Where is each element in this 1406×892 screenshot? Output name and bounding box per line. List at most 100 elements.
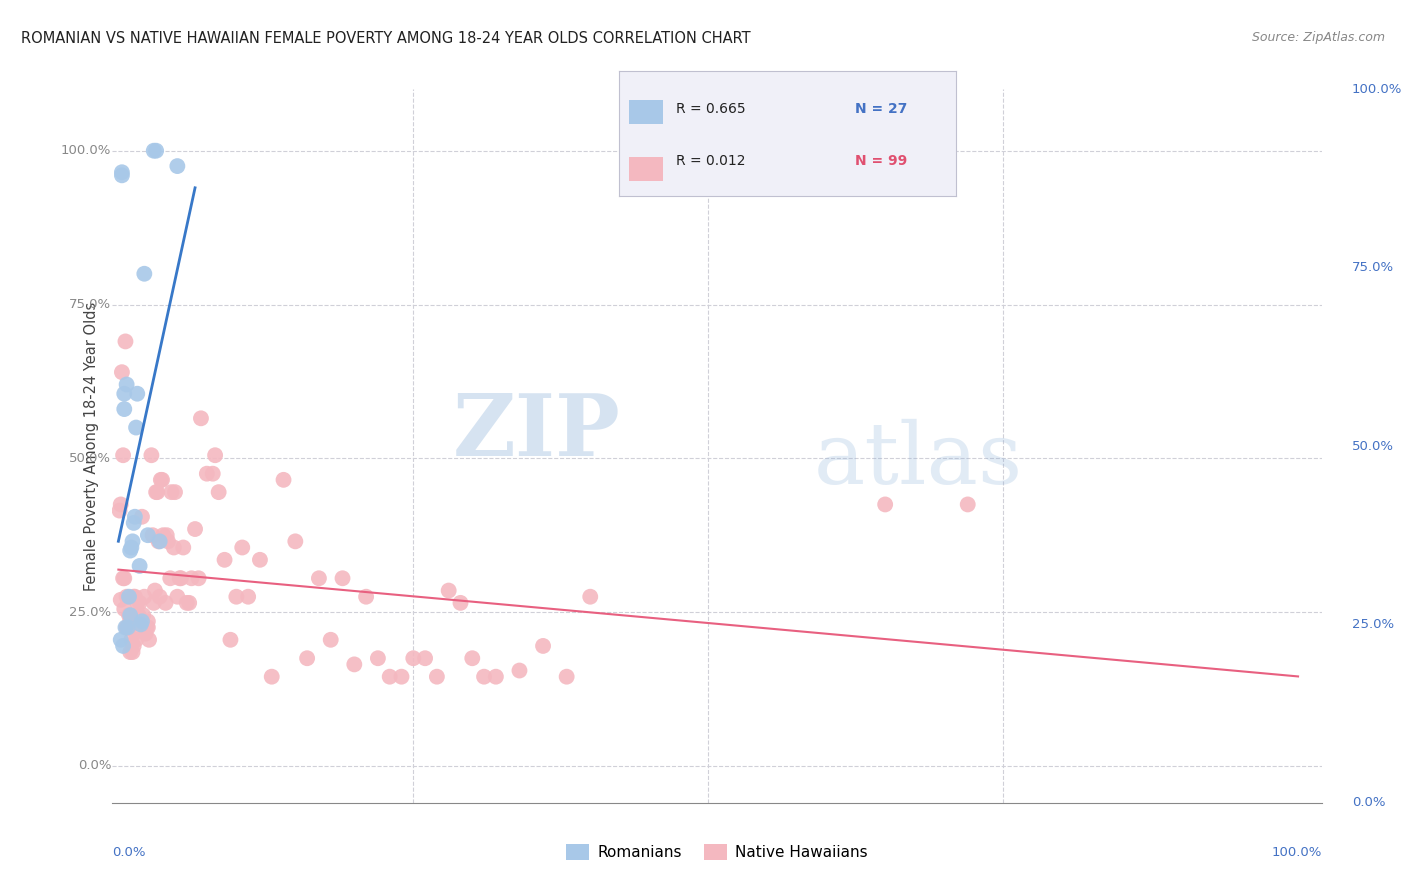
Point <box>319 632 342 647</box>
Text: 25.0%: 25.0% <box>69 606 111 618</box>
Point <box>219 632 242 647</box>
Point <box>120 645 142 659</box>
Point <box>124 509 146 524</box>
Point <box>136 620 159 634</box>
Point <box>236 590 259 604</box>
Point <box>117 620 139 634</box>
Point <box>134 267 156 281</box>
Point <box>121 534 143 549</box>
Point <box>159 571 181 585</box>
Point <box>111 365 134 379</box>
Point <box>184 522 207 536</box>
Point <box>179 596 201 610</box>
Text: 100.0%: 100.0% <box>1351 83 1402 95</box>
Bar <box>628 157 662 181</box>
Point <box>111 169 134 183</box>
Text: 0.0%: 0.0% <box>1351 797 1385 809</box>
Point <box>112 386 135 401</box>
Point <box>142 144 165 158</box>
Point <box>180 571 202 585</box>
Point <box>114 620 136 634</box>
Point <box>875 498 897 512</box>
Text: N = 99: N = 99 <box>855 154 907 169</box>
Point <box>132 608 155 623</box>
Point <box>136 528 159 542</box>
Point <box>118 620 141 634</box>
Point <box>118 590 141 604</box>
Point <box>378 670 401 684</box>
Point <box>354 590 377 604</box>
Point <box>118 608 141 623</box>
Point <box>110 632 132 647</box>
Text: Source: ZipAtlas.com: Source: ZipAtlas.com <box>1251 31 1385 45</box>
Point <box>166 159 188 173</box>
Point <box>120 615 142 629</box>
Point <box>284 534 307 549</box>
Point <box>485 670 508 684</box>
Point <box>112 571 135 585</box>
Text: R = 0.665: R = 0.665 <box>676 102 745 116</box>
Point <box>138 632 160 647</box>
Point <box>579 590 602 604</box>
Point <box>112 639 135 653</box>
Point <box>142 528 165 542</box>
Point <box>131 509 153 524</box>
Point <box>129 620 152 634</box>
Point <box>426 670 449 684</box>
Text: N = 27: N = 27 <box>855 102 907 116</box>
Point <box>112 448 135 462</box>
Point <box>166 590 188 604</box>
Text: 25.0%: 25.0% <box>1351 618 1393 631</box>
Point <box>225 590 247 604</box>
Point <box>149 473 172 487</box>
Point <box>115 620 138 634</box>
Point <box>208 485 231 500</box>
Point <box>201 467 224 481</box>
Point <box>155 596 177 610</box>
Point <box>343 657 366 672</box>
Point <box>120 608 142 623</box>
Point <box>160 485 183 500</box>
Point <box>127 386 149 401</box>
Point <box>112 571 135 585</box>
Point <box>143 583 166 598</box>
Point <box>124 590 146 604</box>
Point <box>367 651 389 665</box>
Point <box>214 553 236 567</box>
Point <box>112 602 135 616</box>
Text: 50.0%: 50.0% <box>1351 440 1393 452</box>
Point <box>149 534 172 549</box>
Text: 0.0%: 0.0% <box>77 759 111 772</box>
Point <box>110 592 132 607</box>
Point <box>508 664 530 678</box>
Point <box>437 583 460 598</box>
Point <box>111 165 134 179</box>
Point <box>141 448 163 462</box>
Text: 0.0%: 0.0% <box>112 846 146 859</box>
Point <box>127 596 149 610</box>
Point <box>128 558 150 573</box>
Point <box>295 651 318 665</box>
Text: 75.0%: 75.0% <box>1351 261 1393 274</box>
Point <box>249 553 271 567</box>
Text: 100.0%: 100.0% <box>60 145 111 157</box>
Point <box>187 571 209 585</box>
Text: ZIP: ZIP <box>453 390 620 474</box>
Point <box>555 670 578 684</box>
Point <box>204 448 226 462</box>
Point <box>176 596 198 610</box>
Point <box>156 534 179 549</box>
Point <box>120 543 142 558</box>
Point <box>122 639 145 653</box>
Point <box>115 590 138 604</box>
Point <box>117 620 139 634</box>
Point <box>273 473 295 487</box>
Point <box>110 498 132 512</box>
Point <box>121 645 143 659</box>
Point <box>122 590 145 604</box>
Point <box>148 534 170 549</box>
Point <box>125 420 148 434</box>
Point <box>134 590 156 604</box>
Point <box>163 541 186 555</box>
Point <box>108 503 131 517</box>
